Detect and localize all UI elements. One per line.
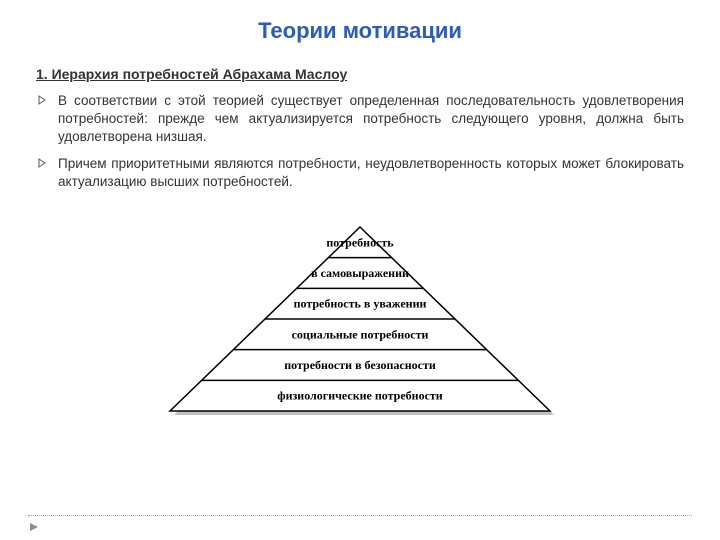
- page-title: Теории мотивации: [36, 18, 684, 44]
- footer-arrow-icon: [28, 520, 40, 532]
- bullet-arrow-icon: [38, 95, 46, 105]
- pyramid-level-label: в самовыражении: [311, 266, 409, 280]
- pyramid-level-label: социальные потребности: [292, 327, 429, 341]
- list-item: Причем приоритетными являются потребност…: [36, 155, 684, 191]
- pyramid-level-label: потребность в уважении: [294, 297, 427, 311]
- bullet-arrow-icon: [38, 158, 46, 168]
- section-subtitle: 1. Иерархия потребностей Абрахама Маслоу: [36, 66, 684, 82]
- list-item-text: Причем приоритетными являются потребност…: [58, 156, 684, 189]
- list-item-text: В соответствии с этой теорией существует…: [58, 93, 684, 144]
- list-item: В соответствии с этой теорией существует…: [36, 92, 684, 147]
- slide: Теории мотивации 1. Иерархия потребносте…: [0, 0, 720, 540]
- pyramid-level-label: физиологические потребности: [277, 389, 443, 403]
- bullet-list: В соответствии с этой теорией существует…: [36, 92, 684, 191]
- pyramid-level-label: потребность: [326, 235, 394, 249]
- footer-divider: [28, 515, 692, 516]
- pyramid-container: потребность в самовыражении потребность в …: [36, 219, 684, 434]
- pyramid-level-label: потребности в безопасности: [284, 358, 436, 372]
- maslow-pyramid: потребность в самовыражении потребность в …: [160, 219, 560, 434]
